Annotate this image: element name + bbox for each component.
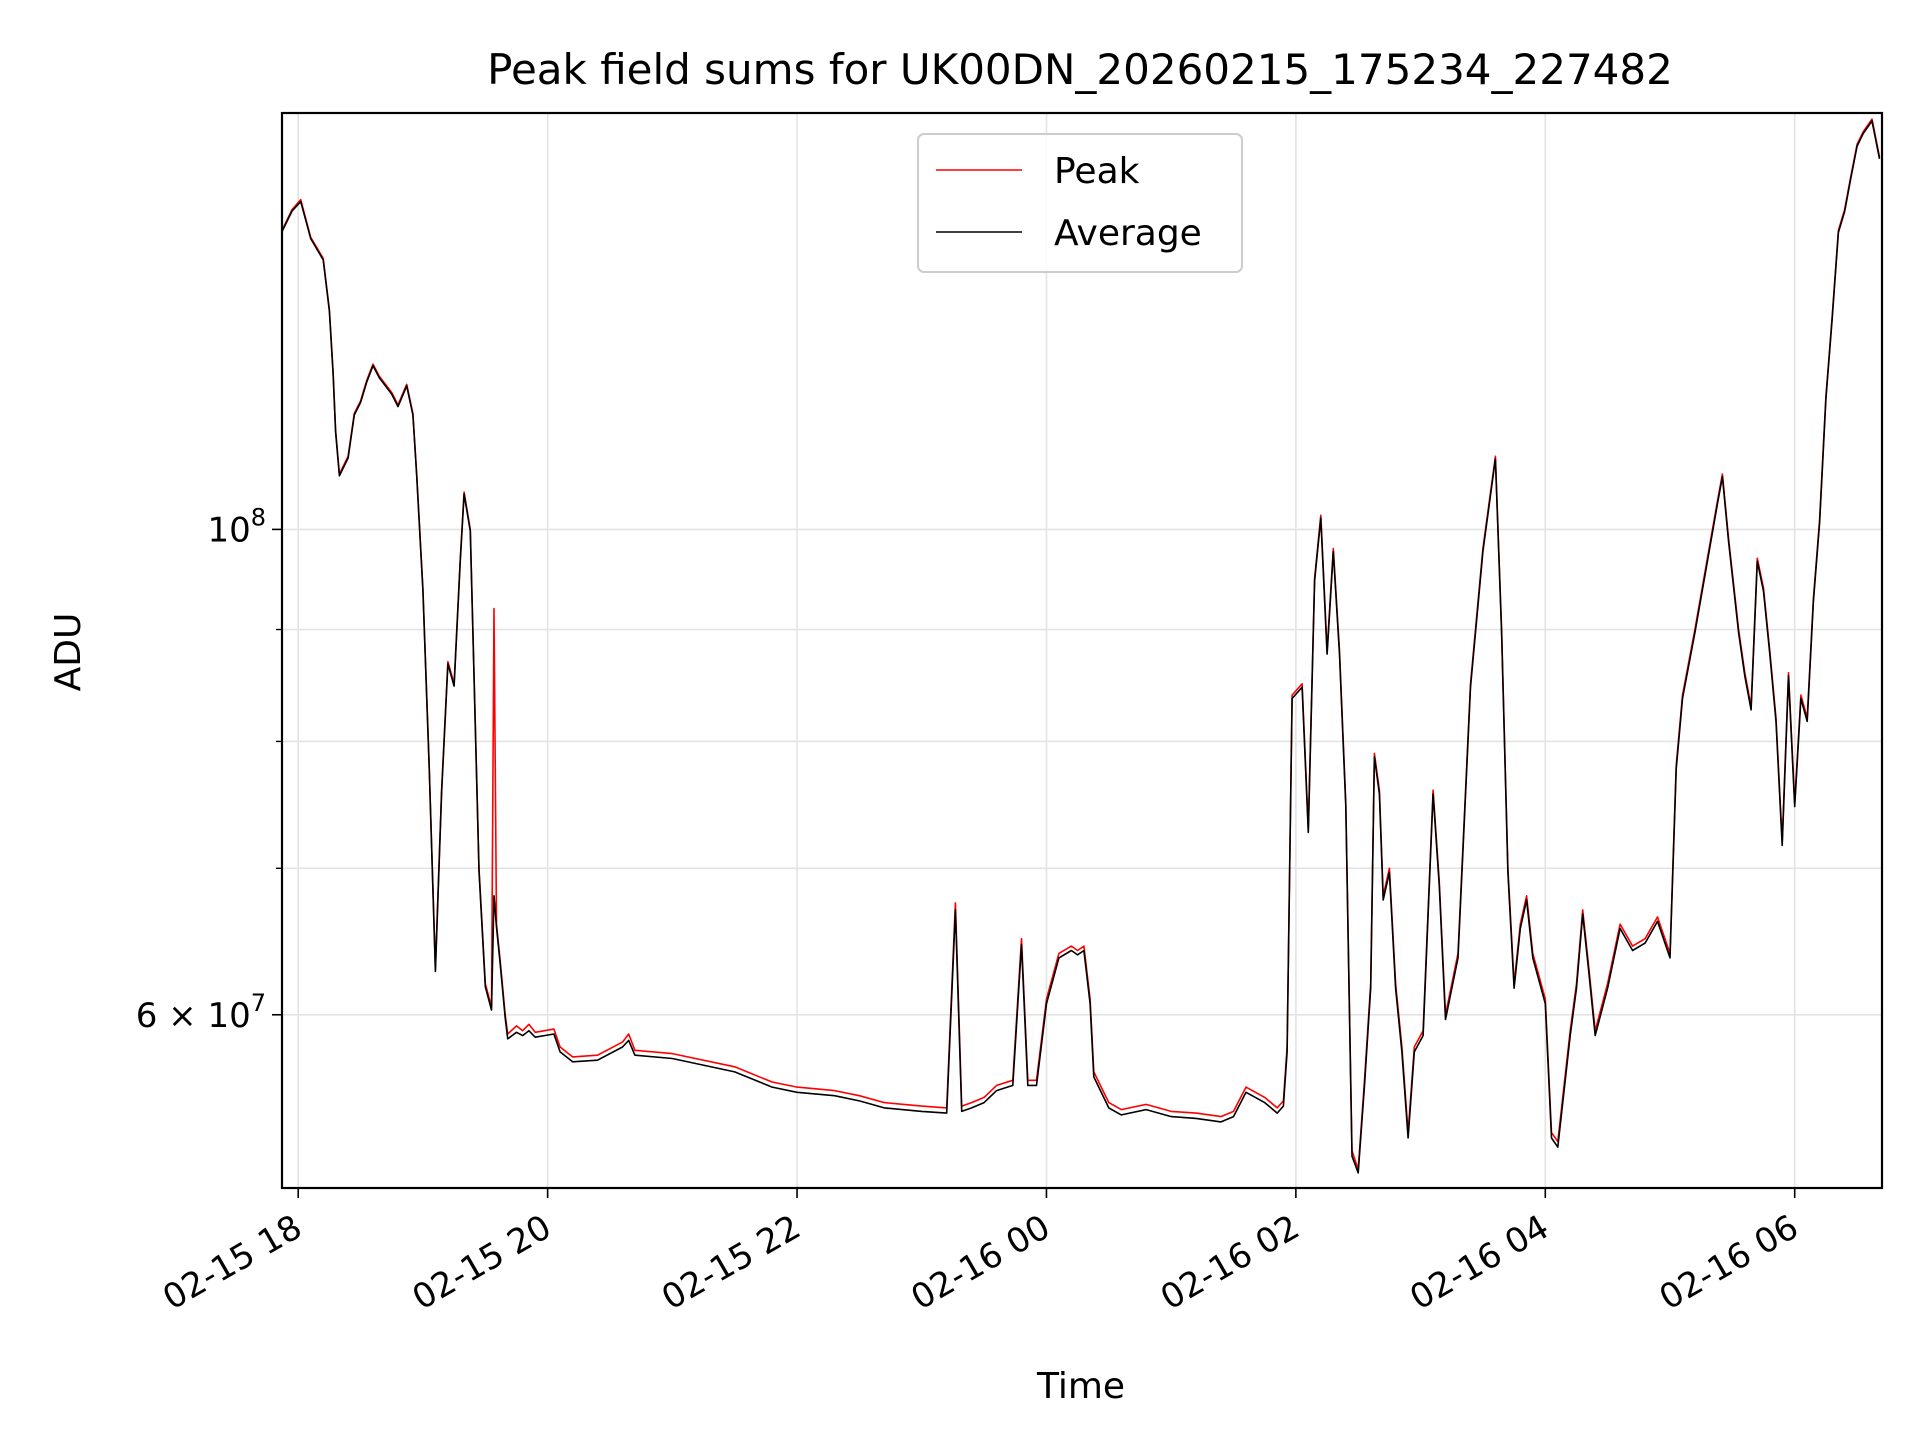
y-tick-label: 108 — [207, 503, 266, 550]
plot-area-frame — [280, 111, 1884, 1190]
y-axis-ticks: 6 × 107 108 — [136, 503, 282, 1036]
y-tick-label-exponent: 7 — [251, 989, 266, 1017]
legend-box — [917, 133, 1243, 273]
legend-label-average: Average — [1054, 213, 1202, 254]
chart-title: Peak field sums for UK00DN_20260215_1752… — [487, 45, 1673, 94]
series-layer — [281, 118, 1881, 1174]
y-tick-label-exponent: 8 — [251, 503, 266, 531]
legend-label-peak: Peak — [1054, 151, 1140, 192]
y-tick-label: 6 × 107 — [136, 989, 266, 1036]
x-axis-label: Time — [1036, 1366, 1125, 1407]
y-tick-label-base: 10 — [207, 510, 250, 550]
series-line-average — [281, 120, 1881, 1174]
y-axis-label: ADU — [48, 613, 89, 692]
legend: Peak Average — [917, 133, 1243, 273]
y-tick-label-base: 6 × 10 — [136, 996, 251, 1036]
grid — [282, 113, 1882, 1188]
